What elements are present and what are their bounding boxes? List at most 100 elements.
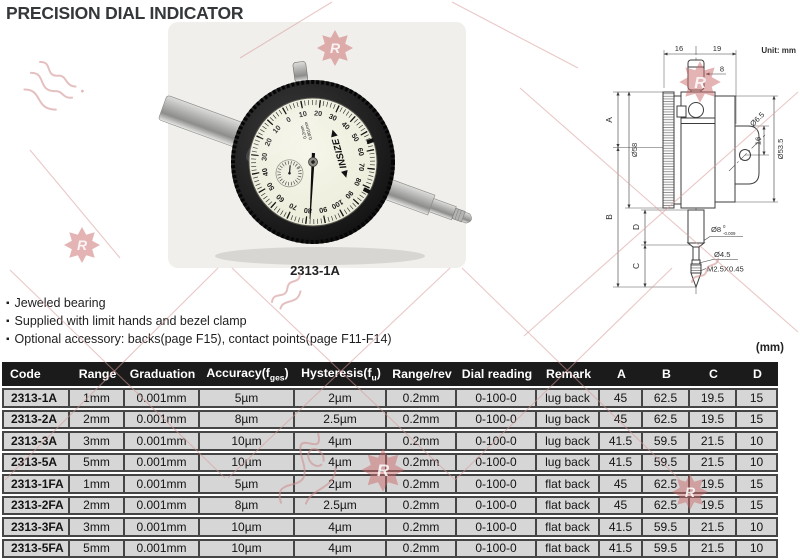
table-cell: lug back bbox=[537, 409, 600, 429]
product-code-caption: 2313-1A bbox=[290, 263, 340, 278]
table-cell: 45 bbox=[600, 409, 643, 429]
face-fine-print: 0.2mm 0.001mm bbox=[299, 121, 313, 140]
table-cell: 0.2mm bbox=[387, 431, 457, 451]
dim-contact-diameter: Ø4.5 bbox=[714, 250, 730, 259]
table-cell: 62.5 bbox=[643, 495, 690, 515]
table-cell: 1mm bbox=[70, 388, 125, 408]
dial-number: 0 bbox=[285, 115, 293, 125]
table-cell: 19.5 bbox=[690, 495, 737, 515]
table-cell: 0.001mm bbox=[125, 517, 200, 537]
column-header: Dial reading bbox=[457, 362, 537, 386]
dim-knob-width: 8 bbox=[720, 65, 724, 74]
table-cell: 15 bbox=[737, 495, 778, 515]
contact-point bbox=[461, 211, 472, 224]
table-cell: 2mm bbox=[70, 409, 125, 429]
table-row: 2313-5A 5mm 0.001mm 10µm 4µm 0.2mm 0-100-0 lug … bbox=[2, 452, 778, 472]
table-cell: 2µm bbox=[295, 388, 387, 408]
table-cell: 0-100-0 bbox=[457, 388, 537, 408]
dim-width-right: 19 bbox=[713, 44, 721, 53]
table-cell: 0-100-0 bbox=[457, 517, 537, 537]
unit-note: Unit: mm bbox=[761, 46, 796, 55]
table-cell: 5µm bbox=[200, 388, 295, 408]
table-cell: 0-100-0 bbox=[457, 495, 537, 515]
dim-body-diameter: Ø53.5 bbox=[776, 139, 785, 160]
dial-number: 70 bbox=[357, 163, 367, 172]
column-header: Accuracy(fges) bbox=[200, 362, 295, 386]
table-cell: 2313-1A bbox=[2, 388, 70, 408]
column-header: Remark bbox=[537, 362, 600, 386]
table-cell: 8µm bbox=[200, 495, 295, 515]
table-cell: 1mm bbox=[70, 474, 125, 494]
table-cell: 19.5 bbox=[690, 474, 737, 494]
spec-table-body: 2313-1A 1mm 0.001mm 5µm 2µm 0.2mm 0-100-0 lug b… bbox=[2, 388, 778, 558]
table-cell: 2µm bbox=[295, 474, 387, 494]
table-cell: 62.5 bbox=[643, 388, 690, 408]
table-cell: 0.001mm bbox=[125, 495, 200, 515]
table-cell: 45 bbox=[600, 388, 643, 408]
table-row: 2313-1A 1mm 0.001mm 5µm 2µm 0.2mm 0-100-0 lug b… bbox=[2, 388, 778, 408]
table-cell: 62.5 bbox=[643, 409, 690, 429]
dim-bezel-diameter: Ø58 bbox=[630, 143, 639, 157]
table-cell: 21.5 bbox=[690, 538, 737, 558]
table-cell: 10µm bbox=[200, 538, 295, 558]
table-cell: 0.2mm bbox=[387, 388, 457, 408]
table-cell: 4µm bbox=[295, 538, 387, 558]
dial-number: 10 bbox=[271, 123, 283, 135]
table-cell: 2.5µm bbox=[295, 409, 387, 429]
table-cell: 0.001mm bbox=[125, 388, 200, 408]
table-cell: 21.5 bbox=[690, 452, 737, 472]
table-cell: 3mm bbox=[70, 431, 125, 451]
page-title: PRECISION DIAL INDICATOR bbox=[6, 3, 244, 23]
table-cell: 2313-3A bbox=[2, 431, 70, 451]
dim-c: C bbox=[631, 263, 641, 269]
dim-a: A bbox=[604, 117, 614, 123]
dim-stem-tol-upper: 0 bbox=[723, 224, 726, 229]
column-header: A bbox=[600, 362, 643, 386]
table-cell: 4µm bbox=[295, 452, 387, 472]
table-cell: 59.5 bbox=[643, 538, 690, 558]
dial-number: 20 bbox=[314, 108, 323, 118]
table-cell: 21.5 bbox=[690, 431, 737, 451]
table-cell: 59.5 bbox=[643, 431, 690, 451]
table-cell: 41.5 bbox=[600, 452, 643, 472]
table-cell: 0-100-0 bbox=[457, 538, 537, 558]
column-header: D bbox=[737, 362, 778, 386]
dial-number: 10 bbox=[298, 109, 308, 119]
back-cover bbox=[714, 95, 736, 203]
face-text-range: 0.2mm bbox=[299, 125, 308, 140]
table-cell: 0-100-0 bbox=[457, 409, 537, 429]
table-cell: 0.2mm bbox=[387, 452, 457, 472]
dial-number: 60 bbox=[274, 192, 286, 204]
table-cell: 2313-5FA bbox=[2, 538, 70, 558]
table-cell: 5mm bbox=[70, 452, 125, 472]
table-cell: 15 bbox=[737, 388, 778, 408]
stem-outline bbox=[687, 209, 705, 244]
table-cell: 10µm bbox=[200, 452, 295, 472]
dial-gauge: 010 20 30405060708090100908070605040302010… bbox=[231, 80, 395, 244]
dial-number: 40 bbox=[340, 120, 352, 132]
top-cap bbox=[292, 61, 309, 83]
table-cell: 10 bbox=[737, 517, 778, 537]
dial-number: 90 bbox=[318, 205, 328, 215]
table-row: 2313-1FA 1mm 0.001mm 5µm 2µm 0.2mm 0-100-0 flat… bbox=[2, 474, 778, 494]
table-cell: 0.001mm bbox=[125, 409, 200, 429]
table-row: 2313-2FA 2mm 0.001mm 8µm 2.5µm 0.2mm 0-100-0 fl… bbox=[2, 495, 778, 515]
table-cell: 10 bbox=[737, 452, 778, 472]
spec-table: Code Range Graduation Accuracy(fges) Hystere… bbox=[2, 360, 778, 560]
table-row: 2313-3A 3mm 0.001mm 10µm 4µm 0.2mm 0-100-0 lug … bbox=[2, 431, 778, 451]
table-cell: 2313-5A bbox=[2, 452, 70, 472]
column-header: B bbox=[643, 362, 690, 386]
table-cell: 21.5 bbox=[690, 517, 737, 537]
table-cell: 59.5 bbox=[643, 452, 690, 472]
product-photo: 010 20 30405060708090100908070605040302010… bbox=[158, 22, 472, 268]
table-cell: lug back bbox=[537, 431, 600, 451]
table-cell: lug back bbox=[537, 452, 600, 472]
dim-stem-tol-lower: -0.009 bbox=[723, 231, 736, 236]
table-cell: 10 bbox=[737, 538, 778, 558]
feature-item: Jeweled bearing bbox=[6, 295, 392, 313]
crown-knob bbox=[687, 59, 705, 91]
table-cell: 0.001mm bbox=[125, 452, 200, 472]
table-cell: 62.5 bbox=[643, 474, 690, 494]
table-cell: 41.5 bbox=[600, 517, 643, 537]
dim-stem-diameter: Ø8 bbox=[711, 225, 721, 234]
